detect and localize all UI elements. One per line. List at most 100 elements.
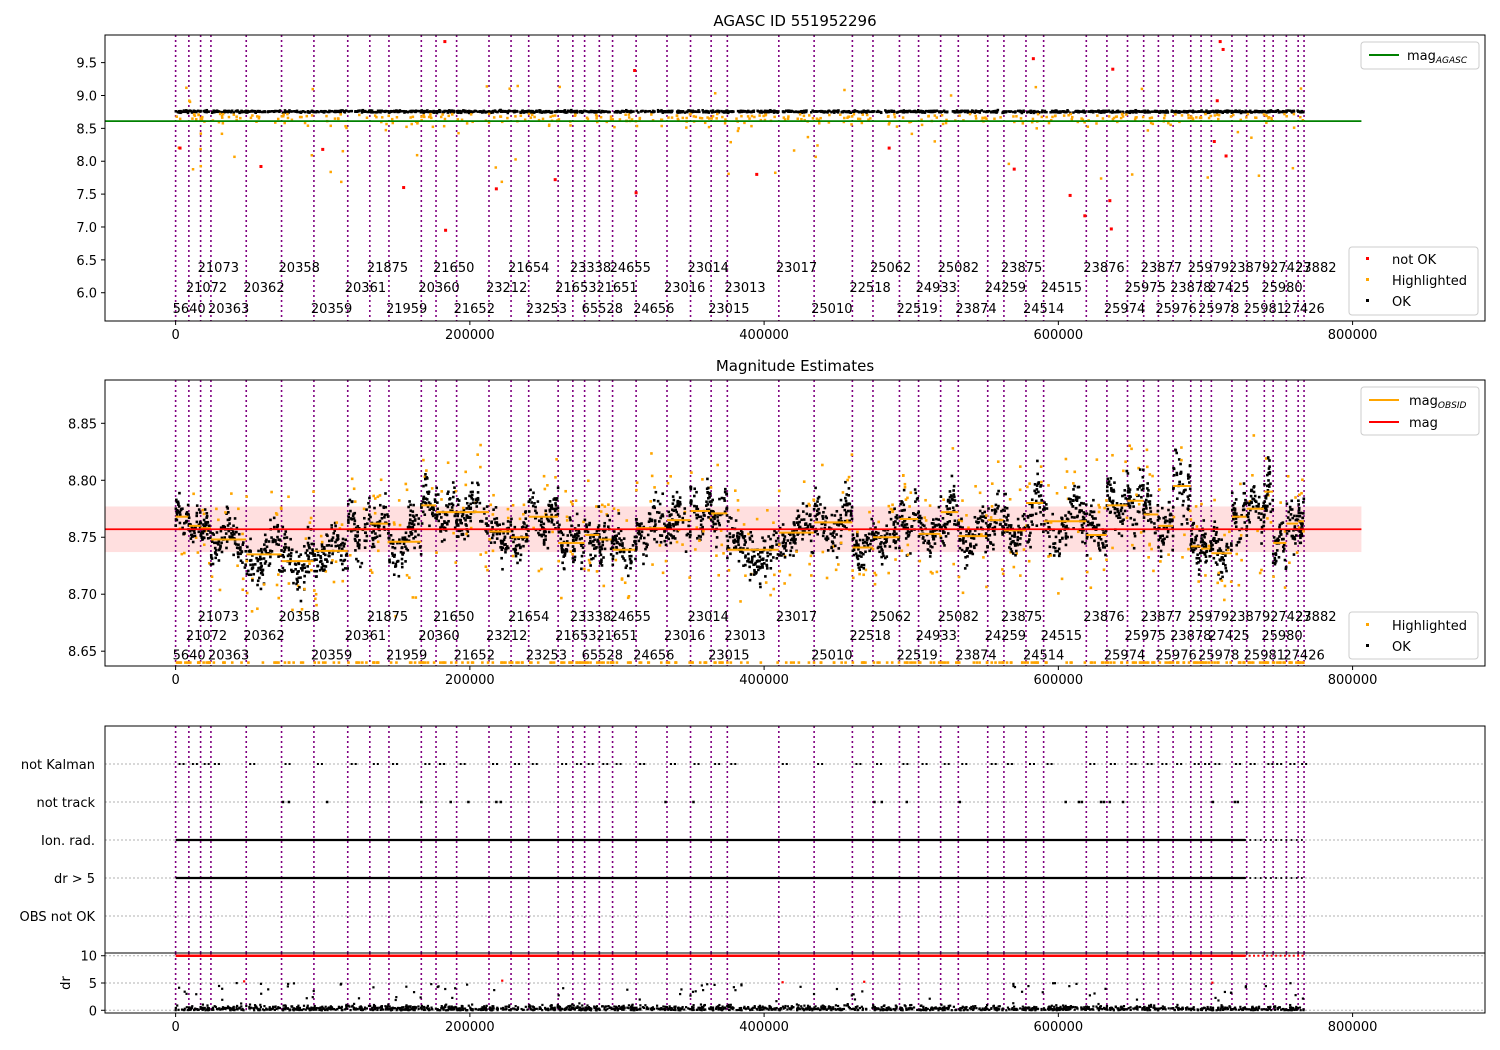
highlighted-point xyxy=(985,661,989,664)
ok-point xyxy=(869,539,873,542)
highlighted-point xyxy=(792,661,796,664)
highlighted-point xyxy=(257,115,261,119)
ok-point xyxy=(195,514,199,518)
ok-point xyxy=(929,551,932,555)
highlighted-point xyxy=(391,121,395,125)
highlighted-point xyxy=(595,505,598,508)
highlighted-point xyxy=(587,558,591,562)
ok-point xyxy=(287,546,291,550)
ok-point xyxy=(186,111,190,115)
ok-point xyxy=(540,520,543,523)
ok-point xyxy=(743,539,747,542)
y-tick-label: 6.0 xyxy=(76,287,97,302)
ok-point xyxy=(791,110,794,113)
ok-point xyxy=(725,534,729,538)
highlighted-point xyxy=(443,661,447,664)
ok-point xyxy=(393,555,396,558)
ok-point xyxy=(353,522,356,526)
highlighted-point xyxy=(909,491,913,494)
highlighted-point xyxy=(333,117,337,120)
not-ok-point xyxy=(494,187,498,191)
highlighted-point xyxy=(192,492,195,496)
ok-point xyxy=(989,111,993,114)
ok-point xyxy=(501,542,504,545)
ok-point xyxy=(421,500,425,504)
ok-point xyxy=(618,537,621,540)
highlighted-point xyxy=(340,180,343,184)
ok-point xyxy=(203,508,207,511)
ok-point xyxy=(456,497,459,501)
ok-point xyxy=(175,498,178,502)
highlighted-point xyxy=(1112,116,1116,120)
highlighted-point xyxy=(689,112,692,116)
highlighted-point xyxy=(935,116,939,119)
highlighted-point xyxy=(1121,115,1125,118)
ok-point xyxy=(852,110,856,114)
highlighted-point xyxy=(522,503,526,507)
highlighted-point xyxy=(638,661,642,664)
ok-point xyxy=(597,110,601,114)
highlighted-point xyxy=(345,126,348,130)
highlighted-point xyxy=(552,661,556,664)
ok-point xyxy=(174,524,178,527)
highlighted-point xyxy=(484,565,488,569)
highlighted-point xyxy=(411,596,415,599)
highlighted-point xyxy=(464,483,468,487)
ok-point xyxy=(808,532,811,536)
highlighted-point xyxy=(442,661,446,664)
ok-point xyxy=(487,110,490,114)
ok-point xyxy=(939,111,942,114)
ok-point xyxy=(178,491,181,495)
ok-point xyxy=(892,521,896,524)
ok-point xyxy=(283,548,287,551)
ok-point xyxy=(297,555,301,558)
ok-point xyxy=(983,510,986,514)
highlighted-point xyxy=(557,559,561,563)
ok-point xyxy=(940,110,944,113)
highlighted-point xyxy=(569,550,573,553)
ok-point xyxy=(677,504,681,508)
ok-point xyxy=(884,109,887,112)
ok-point xyxy=(588,541,591,545)
ok-point xyxy=(759,585,762,589)
highlighted-point xyxy=(481,661,484,664)
highlighted-point xyxy=(1162,116,1166,120)
obsid-label: 23014 xyxy=(688,261,729,276)
ok-point xyxy=(896,110,900,114)
obsid-label: 24514 xyxy=(1023,302,1064,317)
ok-point xyxy=(839,513,842,517)
highlighted-point xyxy=(609,115,613,118)
ok-point xyxy=(598,542,601,545)
ok-point xyxy=(570,110,573,113)
ok-point xyxy=(400,565,404,569)
ok-point xyxy=(601,540,605,544)
ok-point xyxy=(529,488,532,492)
highlighted-point xyxy=(235,115,238,118)
ok-point xyxy=(713,517,716,521)
highlighted-point xyxy=(557,118,561,121)
ok-point xyxy=(797,515,800,519)
ok-point xyxy=(1007,110,1010,113)
highlighted-point xyxy=(769,593,772,597)
ok-point xyxy=(588,110,591,114)
ok-point xyxy=(228,535,231,538)
ok-point xyxy=(224,110,228,113)
ok-point xyxy=(599,553,603,557)
highlighted-point xyxy=(1083,121,1086,124)
ok-point xyxy=(261,569,264,573)
ok-point xyxy=(1054,110,1058,114)
ok-point xyxy=(1057,111,1060,114)
highlighted-point xyxy=(511,503,515,507)
ok-point xyxy=(347,515,350,519)
ok-point xyxy=(950,474,954,478)
highlighted-point xyxy=(256,607,259,611)
ok-point xyxy=(319,559,323,563)
ok-point xyxy=(979,526,983,530)
ok-point xyxy=(671,523,675,526)
ok-point xyxy=(189,537,193,540)
ok-point xyxy=(307,570,311,574)
ok-point xyxy=(338,546,341,550)
ok-point xyxy=(645,554,648,558)
ok-point xyxy=(964,555,967,559)
ok-point xyxy=(656,510,659,514)
